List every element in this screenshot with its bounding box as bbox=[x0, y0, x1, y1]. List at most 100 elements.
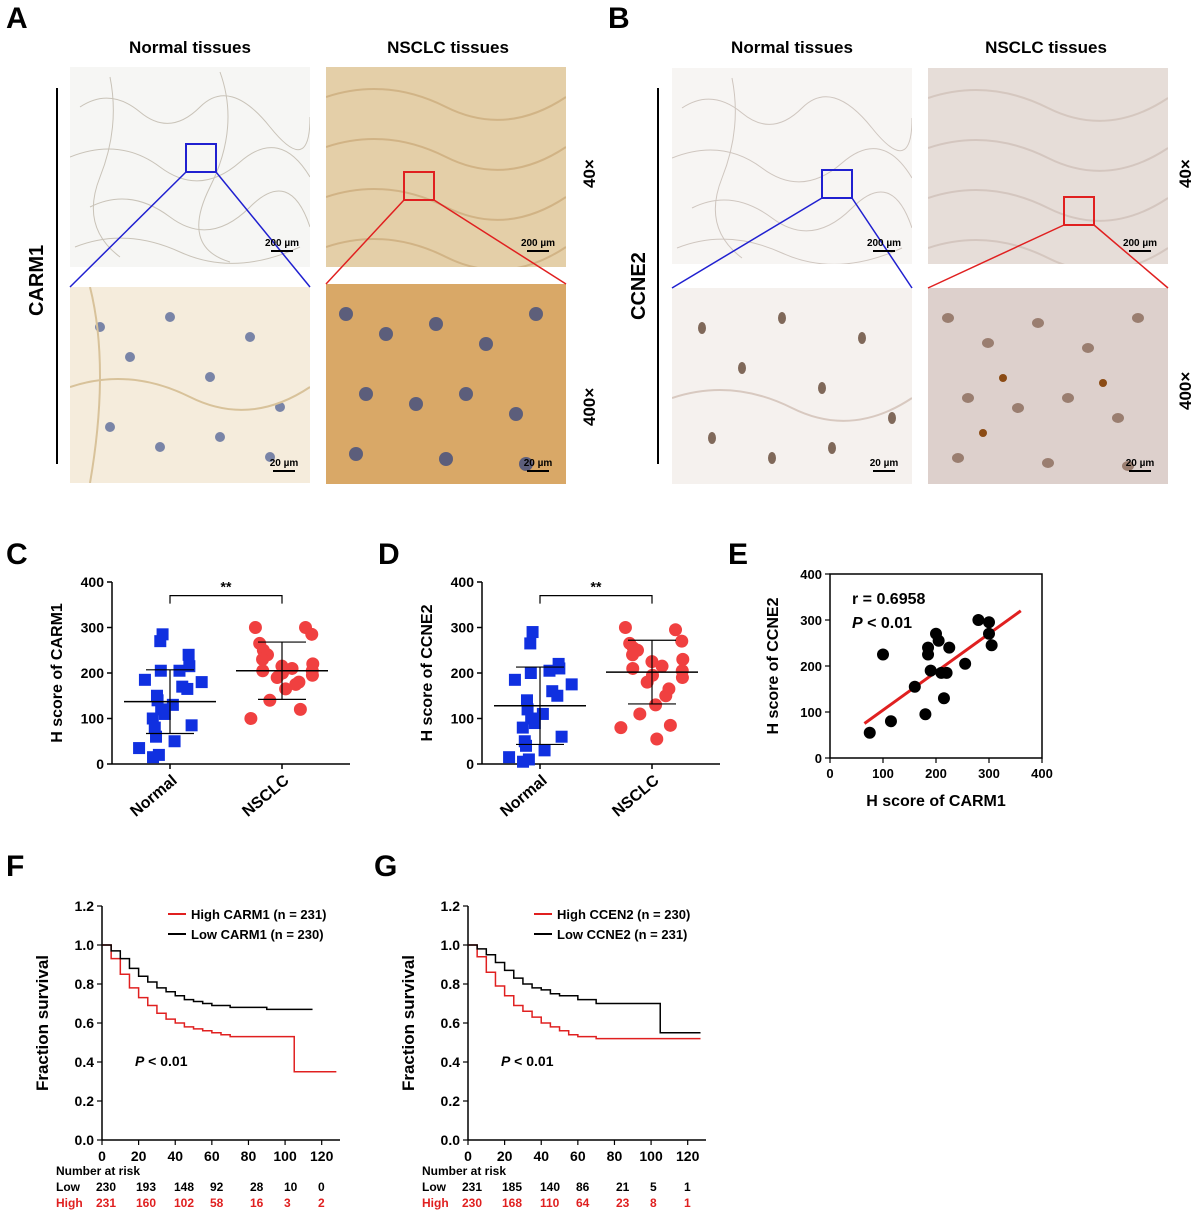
scale-bar-20um: 20 µm bbox=[854, 458, 914, 472]
micrograph-nsclc-40x-carm1 bbox=[326, 67, 566, 267]
data-point bbox=[932, 634, 945, 647]
panel-label-c: C bbox=[6, 538, 28, 571]
panel-label-d: D bbox=[378, 538, 400, 571]
x-tick-label: 80 bbox=[241, 1148, 257, 1164]
data-point-nsclc bbox=[614, 721, 628, 735]
risk-cell: 1 bbox=[684, 1196, 691, 1210]
y-tick-label: 0.8 bbox=[441, 976, 461, 992]
legend-label: Low CCNE2 (n = 231) bbox=[557, 927, 687, 942]
panel-label-b: B bbox=[608, 2, 630, 35]
data-point-normal bbox=[553, 662, 566, 675]
scale-bar-200um: 200 µm bbox=[1110, 238, 1170, 252]
row-bracket-line bbox=[657, 88, 659, 464]
data-point bbox=[983, 616, 995, 629]
survival-curve-low bbox=[102, 944, 313, 1011]
x-tick-label: 100 bbox=[273, 1148, 297, 1164]
data-point-nsclc bbox=[626, 648, 640, 662]
scale-bar-200um: 200 µm bbox=[508, 238, 568, 252]
survival-curve-low bbox=[468, 944, 701, 1034]
y-axis-label: Fraction survival bbox=[399, 955, 418, 1091]
data-point bbox=[922, 648, 935, 661]
micrograph-normal-400x-ccne2 bbox=[672, 288, 912, 484]
x-tick-label: 200 bbox=[925, 766, 947, 781]
data-point-normal bbox=[517, 755, 530, 768]
data-point-normal bbox=[185, 719, 198, 732]
data-point-nsclc bbox=[618, 621, 632, 634]
survival-curve-high bbox=[102, 944, 337, 1073]
y-tick-label: 400 bbox=[451, 574, 475, 590]
data-point-nsclc bbox=[650, 732, 664, 746]
risk-cell: 148 bbox=[174, 1180, 195, 1194]
y-tick-label: 0.6 bbox=[75, 1015, 95, 1031]
data-point-normal bbox=[555, 730, 568, 743]
annotation-p-value: < 0.01 bbox=[863, 615, 912, 632]
risk-row-label: High bbox=[422, 1196, 449, 1210]
data-point bbox=[985, 639, 998, 652]
risk-row-label: Low bbox=[422, 1180, 446, 1194]
scale-bar-200um: 200 µm bbox=[252, 238, 312, 252]
panel-label-g: G bbox=[374, 850, 398, 883]
y-tick-label: 200 bbox=[800, 659, 822, 674]
risk-cell: 3 bbox=[284, 1196, 291, 1210]
p-value-annotation: P < 0.01 bbox=[135, 1053, 188, 1069]
data-point-nsclc bbox=[675, 671, 689, 685]
data-point-nsclc bbox=[256, 652, 270, 666]
data-point-normal bbox=[146, 712, 159, 725]
y-axis-label: Fraction survival bbox=[33, 955, 52, 1091]
y-axis-label: H score of CCNE2 bbox=[419, 604, 436, 741]
data-point-normal bbox=[520, 694, 533, 707]
y-tick-label: 0.2 bbox=[75, 1093, 95, 1109]
data-point-nsclc bbox=[289, 677, 303, 691]
data-point-normal bbox=[503, 751, 516, 764]
data-point-normal bbox=[147, 751, 160, 764]
data-point-normal bbox=[195, 676, 208, 689]
x-tick-label: 20 bbox=[497, 1148, 513, 1164]
scale-bar-20um: 20 µm bbox=[508, 458, 568, 472]
data-point-nsclc bbox=[649, 698, 663, 712]
risk-cell: 0 bbox=[318, 1180, 325, 1194]
panel-label-e: E bbox=[728, 538, 749, 571]
y-tick-label: 100 bbox=[81, 711, 105, 727]
chart-f-km-carm1: 0.00.20.40.60.81.01.2020406080100120Time… bbox=[33, 898, 340, 1164]
scale-bar-200um: 200 µm bbox=[854, 238, 914, 252]
data-point-normal bbox=[565, 678, 578, 691]
risk-cell: 110 bbox=[540, 1196, 560, 1210]
x-tick-label: Normal bbox=[127, 772, 180, 820]
survival-curve-high bbox=[468, 944, 701, 1040]
x-tick-label: 0 bbox=[826, 766, 833, 781]
risk-row-label: Low bbox=[56, 1180, 80, 1194]
y-tick-label: 0.6 bbox=[441, 1015, 461, 1031]
y-tick-label: 0.0 bbox=[441, 1132, 461, 1148]
zoom-connectors-b bbox=[671, 169, 1169, 289]
panel-label-a: A bbox=[6, 2, 28, 35]
y-tick-label: 1.0 bbox=[441, 937, 461, 953]
p-symbol: P bbox=[501, 1053, 511, 1069]
data-point bbox=[924, 664, 937, 677]
y-tick-label: 300 bbox=[81, 620, 105, 636]
x-tick-label: NSCLC bbox=[239, 772, 292, 821]
y-tick-label: 0 bbox=[96, 756, 104, 772]
micrograph-nsclc-400x-carm1 bbox=[326, 284, 566, 484]
risk-cell: 21 bbox=[616, 1180, 630, 1194]
x-tick-label: Normal bbox=[497, 772, 550, 820]
risk-row-label: High bbox=[56, 1196, 83, 1210]
data-point-nsclc bbox=[659, 689, 673, 703]
col-header-nsclc-a: NSCLC tissues bbox=[387, 38, 509, 57]
data-point-normal bbox=[133, 742, 146, 755]
chart-c-carm1-hscore: 0 100 200 300 400 H score of CARM1 Normal NSCLC… bbox=[49, 574, 350, 821]
data-point bbox=[943, 641, 956, 654]
scale-bar-20um: 20 µm bbox=[254, 458, 314, 472]
data-point-normal bbox=[138, 673, 151, 686]
zoom-connectors-a bbox=[69, 143, 567, 288]
y-tick-label: 100 bbox=[800, 705, 822, 720]
data-point-nsclc bbox=[675, 634, 689, 648]
x-tick-label: 0 bbox=[98, 1148, 106, 1164]
data-point-nsclc bbox=[626, 661, 640, 675]
micrograph-normal-40x-ccne2 bbox=[672, 68, 912, 264]
risk-cell: 2 bbox=[318, 1196, 325, 1210]
data-point bbox=[919, 708, 932, 721]
y-tick-label: 1.2 bbox=[441, 898, 461, 914]
data-point-normal bbox=[538, 744, 551, 757]
annotation-p: P < 0.01 bbox=[852, 615, 912, 632]
x-tick-label: 20 bbox=[131, 1148, 147, 1164]
